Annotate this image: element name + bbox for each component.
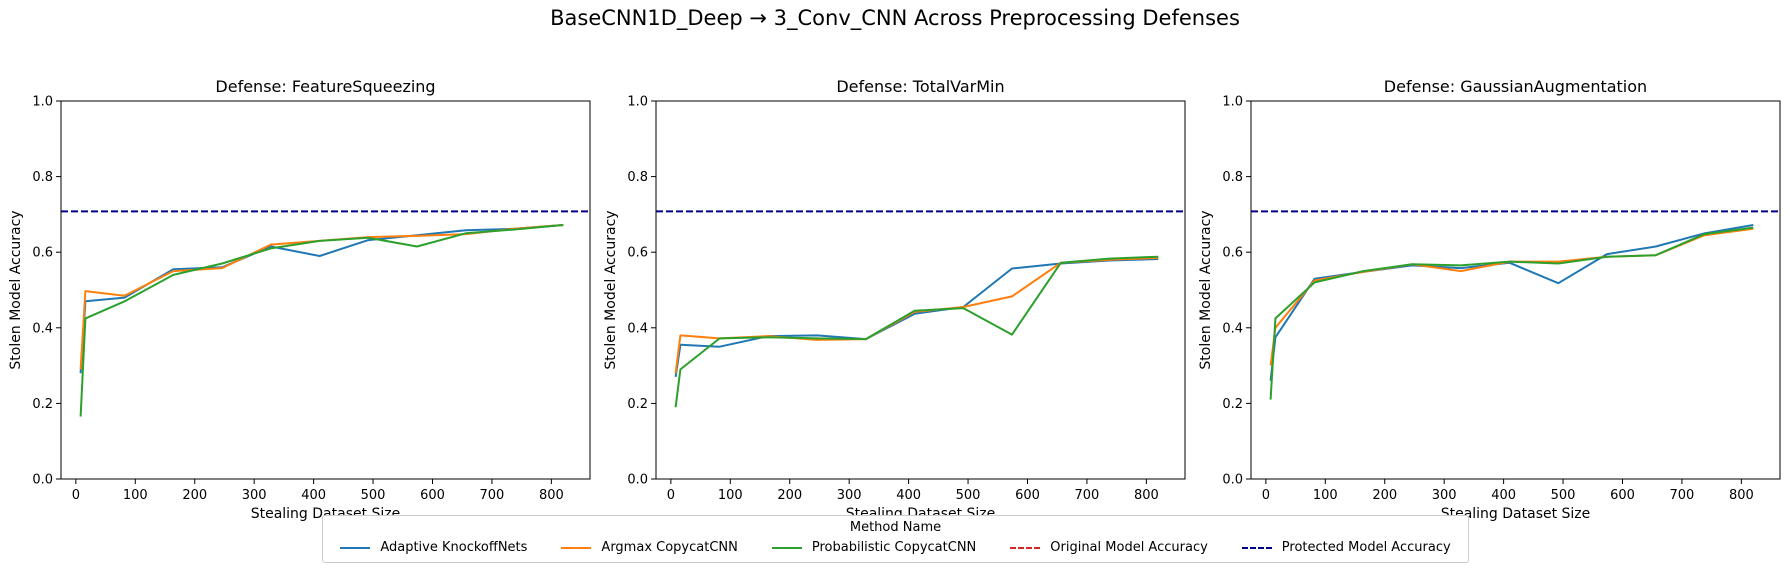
panel-3-xtick-label: 200 — [1372, 488, 1397, 503]
panel-2-ytick-label: 0.2 — [627, 397, 648, 412]
figure-title: BaseCNN1D_Deep → 3_Conv_CNN Across Prepr… — [550, 6, 1240, 30]
panel-2-ytick-label: 0.0 — [627, 473, 648, 488]
panel-1-ytick-label: 0.0 — [32, 473, 53, 488]
panel-2-frame — [655, 100, 1186, 480]
panel-3-ytick-label: 0.4 — [1222, 321, 1243, 336]
panel-1-ytick-label: 0.8 — [32, 170, 53, 185]
legend-swatch — [561, 546, 592, 549]
panel-2-ytick-label: 0.4 — [627, 321, 648, 336]
panel-3-series-probabilistic-copycatcnn — [1269, 226, 1754, 400]
panel-1-xtick-label: 300 — [242, 488, 267, 503]
panel-2-xtick-label: 300 — [837, 488, 862, 503]
panel-3-xtick-label: 800 — [1729, 488, 1754, 503]
legend-items: Adaptive KnockoffNets Argmax CopycatCNN Pr… — [323, 540, 1468, 555]
panel-1-xtick-label: 700 — [480, 488, 505, 503]
panel-2-xtick-label: 200 — [777, 488, 802, 503]
panel-1-xtick-label: 400 — [301, 488, 326, 503]
panel-3-ytick-label: 0.2 — [1222, 397, 1243, 412]
panel-2-title: Defense: TotalVarMin — [836, 77, 1004, 96]
panel-2-xtick-label: 500 — [956, 488, 981, 503]
panel-2-xtick-label: 400 — [896, 488, 921, 503]
panel-2-series-argmax-copycatcnn — [674, 256, 1159, 374]
panel-1-series-argmax-copycatcnn — [79, 224, 564, 370]
panel-1-xtick-label: 500 — [361, 488, 386, 503]
panel-2-series-adaptive-knockoffnets — [674, 258, 1159, 378]
panel-3-xtick-label: 100 — [1313, 488, 1338, 503]
panel-1-series-probabilistic-copycatcnn — [79, 224, 564, 417]
legend-swatch — [771, 546, 802, 549]
panel-2-ytick-label: 0.6 — [627, 246, 648, 261]
legend-label: Original Model Accuracy — [1050, 540, 1208, 555]
panel-3-ytick-label: 0.6 — [1222, 246, 1243, 261]
panel-3-ytick-label: 0.8 — [1222, 170, 1243, 185]
legend-item-adaptive-knockoffnets: Adaptive KnockoffNets — [340, 540, 527, 555]
panel-3-xtick-label: 600 — [1610, 488, 1635, 503]
panel-3-series-adaptive-knockoffnets — [1269, 224, 1754, 381]
legend-label: Probabilistic CopycatCNN — [811, 540, 977, 555]
panel-2-ytick-label: 0.8 — [627, 170, 648, 185]
panel-1-ylabel: Stolen Model Accuracy — [8, 210, 24, 369]
legend-item-argmax-copycatcnn: Argmax CopycatCNN — [561, 540, 738, 555]
panel-3-series-argmax-copycatcnn — [1269, 227, 1754, 366]
panel-3-xtick-label: 700 — [1670, 488, 1695, 503]
panel-2-series-probabilistic-copycatcnn — [674, 255, 1159, 408]
legend-item-protected-model-accuracy: Protected Model Accuracy — [1241, 540, 1451, 555]
panel-1-ytick-label: 0.6 — [32, 246, 53, 261]
panel-3-xtick-label: 0 — [1262, 488, 1270, 503]
legend-label: Argmax CopycatCNN — [601, 540, 738, 555]
legend-swatch — [340, 546, 371, 549]
panel-1-xtick-label: 100 — [123, 488, 148, 503]
panel-1-xtick-label: 600 — [420, 488, 445, 503]
legend-swatch — [1010, 546, 1041, 549]
panel-2-xtick-label: 600 — [1015, 488, 1040, 503]
panel-2-ylabel: Stolen Model Accuracy — [603, 210, 619, 369]
legend: Method Name Adaptive KnockoffNets Argmax … — [322, 515, 1469, 563]
panel-3-xtick-label: 400 — [1491, 488, 1516, 503]
panel-3-frame — [1250, 100, 1781, 480]
panel-1-xtick-label: 200 — [182, 488, 207, 503]
panel-2-xtick-label: 700 — [1075, 488, 1100, 503]
panel-3-title: Defense: GaussianAugmentation — [1384, 77, 1647, 96]
legend-title: Method Name — [849, 520, 942, 535]
legend-item-original-model-accuracy: Original Model Accuracy — [1010, 540, 1208, 555]
panel-3-xtick-label: 500 — [1551, 488, 1576, 503]
panel-2-xtick-label: 100 — [718, 488, 743, 503]
panel-1-ytick-label: 0.4 — [32, 321, 53, 336]
panel-1-frame — [60, 100, 591, 480]
panel-2-xtick-label: 0 — [667, 488, 675, 503]
panel-3-xlabel: Stealing Dataset Size — [1441, 506, 1591, 522]
panel-1-series-adaptive-knockoffnets — [79, 224, 564, 374]
panel-1-xtick-label: 0 — [72, 488, 80, 503]
legend-label: Adaptive KnockoffNets — [380, 540, 528, 555]
legend-label: Protected Model Accuracy — [1281, 540, 1451, 555]
panel-1-xtick-label: 800 — [539, 488, 564, 503]
panel-3-ytick-label: 0.0 — [1222, 473, 1243, 488]
panel-1-title: Defense: FeatureSqueezing — [215, 77, 435, 96]
panel-1-ytick-label: 0.2 — [32, 397, 53, 412]
legend-swatch — [1241, 546, 1272, 549]
legend-item-probabilistic-copycatcnn: Probabilistic CopycatCNN — [771, 540, 977, 555]
panel-3-ytick-label: 1.0 — [1222, 95, 1243, 110]
panel-2-ytick-label: 1.0 — [627, 95, 648, 110]
panel-2-xtick-label: 800 — [1134, 488, 1159, 503]
panel-1-ytick-label: 1.0 — [32, 95, 53, 110]
panel-3-ylabel: Stolen Model Accuracy — [1198, 210, 1214, 369]
panel-3-xtick-label: 300 — [1432, 488, 1457, 503]
